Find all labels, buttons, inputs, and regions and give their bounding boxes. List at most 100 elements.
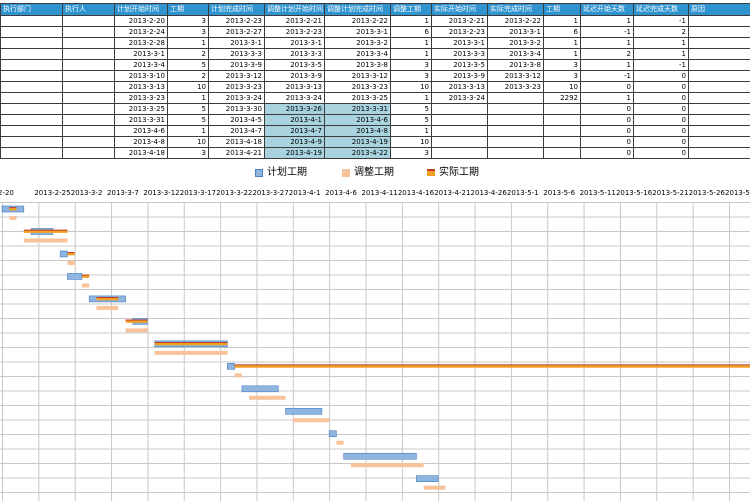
table-cell[interactable]: 0 — [580, 81, 634, 93]
table-cell[interactable]: 5 — [167, 103, 209, 115]
table-cell[interactable]: 2013-3-31 — [114, 114, 168, 126]
table-cell[interactable]: 0 — [580, 103, 634, 115]
table-cell[interactable]: 2013-3-4 — [324, 48, 391, 60]
table-cell[interactable] — [62, 59, 115, 71]
table-cell[interactable]: 1 — [580, 92, 634, 104]
table-cell[interactable]: 0 — [633, 70, 689, 82]
table-cell[interactable]: 2013-2-27 — [208, 26, 265, 38]
table-cell[interactable] — [543, 114, 581, 126]
table-cell[interactable]: 2013-3-4 — [114, 59, 168, 71]
table-cell[interactable]: 1 — [390, 37, 432, 49]
table-cell[interactable] — [0, 15, 63, 27]
table-cell[interactable]: 2013-3-31 — [324, 103, 391, 115]
table-cell[interactable]: 2013-2-20 — [114, 15, 168, 27]
table-cell[interactable] — [688, 125, 750, 137]
table-cell[interactable]: 0 — [580, 125, 634, 137]
table-cell[interactable]: 2013-2-23 — [208, 15, 265, 27]
column-header[interactable]: 延迟开始天数 — [580, 3, 634, 16]
table-cell[interactable]: 3 — [390, 59, 432, 71]
table-cell[interactable]: 2013-3-9 — [208, 59, 265, 71]
table-cell[interactable]: 1 — [390, 92, 432, 104]
table-cell[interactable]: 0 — [580, 147, 634, 159]
table-cell[interactable]: 2013-2-22 — [487, 15, 544, 27]
table-cell[interactable]: 2013-3-23 — [324, 81, 391, 93]
table-cell[interactable]: 10 — [167, 136, 209, 148]
table-cell[interactable] — [0, 92, 63, 104]
table-cell[interactable]: 2013-3-3 — [431, 48, 488, 60]
column-header[interactable]: 调整工期 — [390, 3, 432, 16]
table-cell[interactable]: 0 — [633, 103, 689, 115]
table-cell[interactable]: 1 — [633, 48, 689, 60]
table-cell[interactable]: 1 — [543, 48, 581, 60]
table-cell[interactable] — [543, 103, 581, 115]
table-cell[interactable]: 2013-3-4 — [487, 48, 544, 60]
table-cell[interactable]: 2 — [633, 26, 689, 38]
table-cell[interactable]: 10 — [543, 81, 581, 93]
table-cell[interactable]: 0 — [633, 125, 689, 137]
table-cell[interactable] — [431, 125, 488, 137]
table-cell[interactable] — [0, 147, 63, 159]
table-cell[interactable] — [688, 26, 750, 38]
table-cell[interactable]: 2013-4-18 — [208, 136, 265, 148]
table-cell[interactable] — [62, 26, 115, 38]
table-cell[interactable] — [688, 70, 750, 82]
table-cell[interactable] — [62, 103, 115, 115]
table-cell[interactable]: 0 — [580, 136, 634, 148]
table-cell[interactable]: 2013-3-23 — [114, 92, 168, 104]
table-cell[interactable]: 2013-2-21 — [431, 15, 488, 27]
table-cell[interactable] — [431, 147, 488, 159]
table-cell[interactable]: 2013-3-26 — [264, 103, 325, 115]
table-cell[interactable]: 2013-2-22 — [324, 15, 391, 27]
table-cell[interactable]: 2013-3-1 — [208, 37, 265, 49]
table-cell[interactable]: 3 — [167, 15, 209, 27]
table-cell[interactable]: -1 — [580, 26, 634, 38]
column-header[interactable]: 执行人 — [62, 3, 115, 16]
table-cell[interactable]: 2013-3-23 — [208, 81, 265, 93]
table-cell[interactable]: 2013-3-9 — [431, 70, 488, 82]
table-cell[interactable]: 6 — [390, 26, 432, 38]
table-cell[interactable] — [0, 70, 63, 82]
table-cell[interactable]: 2013-4-22 — [324, 147, 391, 159]
table-cell[interactable]: 2013-4-8 — [114, 136, 168, 148]
table-cell[interactable] — [62, 81, 115, 93]
table-cell[interactable]: 10 — [390, 81, 432, 93]
table-cell[interactable]: 3 — [167, 147, 209, 159]
table-cell[interactable] — [688, 48, 750, 60]
table-cell[interactable]: -1 — [633, 15, 689, 27]
column-header[interactable]: 延迟完成天数 — [633, 3, 689, 16]
table-cell[interactable]: 2013-3-25 — [324, 92, 391, 104]
table-cell[interactable]: 2 — [167, 48, 209, 60]
table-cell[interactable] — [62, 125, 115, 137]
table-cell[interactable]: 2013-2-23 — [264, 26, 325, 38]
table-cell[interactable]: 2013-3-3 — [208, 48, 265, 60]
table-cell[interactable]: 2013-3-8 — [324, 59, 391, 71]
table-cell[interactable]: 2013-3-9 — [264, 70, 325, 82]
table-cell[interactable]: 1 — [167, 92, 209, 104]
table-cell[interactable]: 2013-4-8 — [324, 125, 391, 137]
table-cell[interactable] — [688, 136, 750, 148]
table-cell[interactable]: 2013-3-5 — [264, 59, 325, 71]
table-cell[interactable]: 2013-3-1 — [114, 48, 168, 60]
table-cell[interactable]: 2 — [580, 48, 634, 60]
table-cell[interactable] — [0, 103, 63, 115]
column-header[interactable]: 计划完成时间 — [208, 3, 265, 16]
table-cell[interactable]: 2013-3-25 — [114, 103, 168, 115]
table-cell[interactable] — [62, 15, 115, 27]
table-cell[interactable] — [688, 59, 750, 71]
table-cell[interactable] — [0, 59, 63, 71]
table-cell[interactable]: 0 — [633, 114, 689, 126]
table-cell[interactable]: 6 — [543, 26, 581, 38]
table-cell[interactable] — [543, 136, 581, 148]
table-cell[interactable]: 2013-2-24 — [114, 26, 168, 38]
table-cell[interactable] — [0, 125, 63, 137]
table-cell[interactable]: 2013-3-10 — [114, 70, 168, 82]
table-cell[interactable] — [688, 37, 750, 49]
table-cell[interactable]: 1 — [580, 37, 634, 49]
table-cell[interactable]: 0 — [633, 92, 689, 104]
table-cell[interactable] — [688, 15, 750, 27]
table-cell[interactable]: 2013-3-2 — [324, 37, 391, 49]
table-cell[interactable]: 5 — [390, 103, 432, 115]
table-cell[interactable] — [62, 92, 115, 104]
table-cell[interactable]: 2013-4-6 — [324, 114, 391, 126]
table-cell[interactable] — [0, 48, 63, 60]
